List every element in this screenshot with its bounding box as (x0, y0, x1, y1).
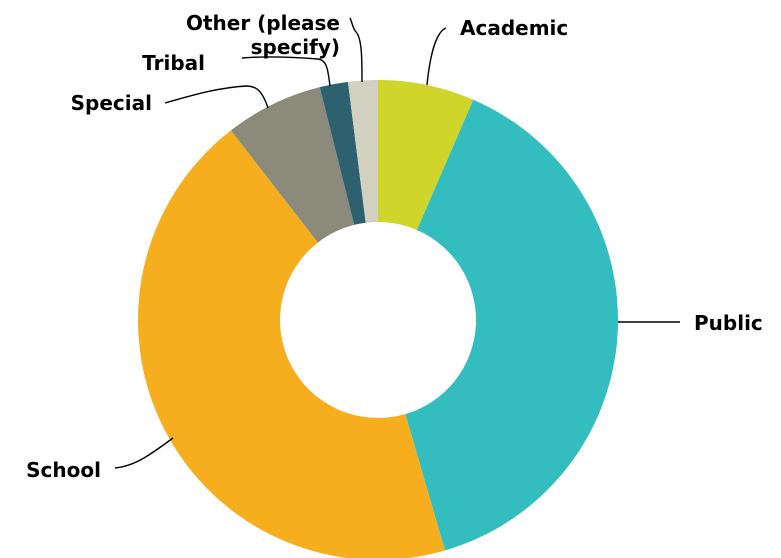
slice-academic (378, 80, 474, 231)
label-school: School (26, 458, 101, 482)
slice-school (138, 130, 445, 558)
label-tribal: Tribal (142, 51, 205, 75)
leader-line-school (114, 437, 174, 469)
leader-line-special (164, 85, 269, 109)
leader-line-other-please-specify (349, 17, 363, 83)
label-academic: Academic (460, 16, 568, 40)
leader-lines-group (114, 17, 680, 469)
slice-public (405, 99, 618, 551)
slice-other-please-specify (347, 80, 378, 223)
leader-line-tribal (241, 56, 331, 87)
slice-tribal (319, 81, 366, 225)
label-public: Public (694, 311, 763, 335)
slices-group (138, 80, 618, 558)
slice-special (230, 87, 355, 243)
leader-line-academic (426, 27, 447, 86)
label-other-please-specify: Other (please specify) (186, 11, 340, 59)
label-special: Special (71, 91, 152, 115)
